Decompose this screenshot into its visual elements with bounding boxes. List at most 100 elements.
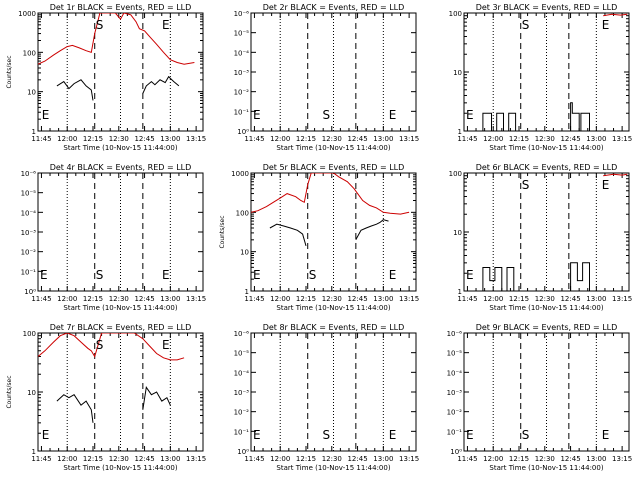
y-tick-label: 10⁻¹ bbox=[447, 428, 463, 436]
x-tick-label: 13:00 bbox=[160, 455, 180, 463]
series-line-1 bbox=[603, 173, 628, 177]
y-tick-label: 10⁻³ bbox=[234, 389, 250, 397]
y-tick-label: 10⁻² bbox=[447, 409, 463, 417]
marker-e-start: E bbox=[253, 108, 261, 122]
x-tick-label: 12:30 bbox=[109, 295, 129, 303]
marker-e-start: E bbox=[466, 428, 474, 442]
panel-title: Det 8r BLACK = Events, RED = LLD bbox=[263, 323, 405, 332]
y-tick-label: 10 bbox=[27, 389, 36, 397]
y-tick-label: 10⁻² bbox=[234, 409, 250, 417]
x-tick-label: 12:15 bbox=[83, 295, 103, 303]
panel-det-8: Det 8r BLACK = Events, RED = LLD 10⁰ 10⁻¹ 1… bbox=[234, 323, 420, 472]
y-tick-label: 10⁻² bbox=[21, 249, 37, 257]
x-tick-label: 12:45 bbox=[134, 135, 154, 143]
x-tick-label: 12:00 bbox=[57, 455, 77, 463]
y-tick-label: 10⁰ bbox=[24, 288, 36, 296]
x-tick-label: 12:00 bbox=[270, 135, 290, 143]
x-tick-label: 12:00 bbox=[483, 455, 503, 463]
marker-s: S bbox=[522, 18, 530, 32]
panel-title: Det 7r BLACK = Events, RED = LLD bbox=[50, 323, 192, 332]
x-axis-label: Start Time (10-Nov-15 11:44:00) bbox=[63, 144, 177, 152]
series-line-0 bbox=[482, 102, 590, 131]
y-tick-label: 10⁻¹ bbox=[234, 428, 250, 436]
series-line-2 bbox=[142, 75, 180, 94]
marker-e-end: E bbox=[162, 338, 170, 352]
panel-title: Det 1r BLACK = Events, RED = LLD bbox=[50, 3, 192, 12]
series-line-1 bbox=[251, 173, 410, 215]
x-tick-label: 12:30 bbox=[109, 135, 129, 143]
x-tick-label: 12:00 bbox=[483, 295, 503, 303]
y-tick-label: 10⁻⁴ bbox=[234, 369, 250, 377]
series-line-0 bbox=[56, 79, 94, 101]
x-tick-label: 12:00 bbox=[57, 135, 77, 143]
x-tick-label: 12:00 bbox=[57, 295, 77, 303]
x-axis-label: Start Time (10-Nov-15 11:44:00) bbox=[276, 464, 390, 472]
x-tick-label: 12:45 bbox=[347, 295, 367, 303]
x-tick-label: 13:15 bbox=[399, 135, 419, 143]
panel-det-1: Det 1r BLACK = Events, RED = LLD 1 10 100 10… bbox=[6, 3, 206, 152]
y-tick-label: 10 bbox=[453, 69, 462, 77]
x-tick-label: 12:15 bbox=[296, 295, 316, 303]
panel-title: Det 2r BLACK = Events, RED = LLD bbox=[263, 3, 405, 12]
x-tick-label: 12:30 bbox=[535, 135, 555, 143]
y-tick-label: 10⁻⁶ bbox=[234, 330, 250, 338]
x-tick-label: 12:45 bbox=[134, 295, 154, 303]
marker-e-end: E bbox=[602, 428, 610, 442]
panel-title: Det 5r BLACK = Events, RED = LLD bbox=[263, 163, 405, 172]
series-line-1 bbox=[603, 13, 628, 17]
y-tick-label: 10 bbox=[453, 229, 462, 237]
plot-frame bbox=[37, 12, 204, 132]
panel-det-3: Det 3r BLACK = Events, RED = LLD 1 10 100 11… bbox=[449, 3, 633, 152]
x-tick-label: 12:45 bbox=[347, 455, 367, 463]
series-line-0 bbox=[269, 223, 307, 247]
y-tick-label: 10⁻¹ bbox=[234, 108, 250, 116]
panel-title: Det 6r BLACK = Events, RED = LLD bbox=[476, 163, 618, 172]
x-tick-label: 12:30 bbox=[535, 455, 555, 463]
panel-det-4: Det 4r BLACK = Events, RED = LLD 10⁰ 10⁻¹ 1… bbox=[21, 163, 207, 312]
x-tick-label: 12:00 bbox=[270, 295, 290, 303]
x-tick-label: 11:45 bbox=[457, 295, 477, 303]
y-axis-label: Counts/sec bbox=[219, 215, 226, 248]
x-tick-label: 12:30 bbox=[322, 295, 342, 303]
marker-e-start: E bbox=[466, 108, 474, 122]
x-tick-label: 12:15 bbox=[296, 455, 316, 463]
x-tick-label: 12:30 bbox=[322, 135, 342, 143]
x-axis-label: Start Time (10-Nov-15 11:44:00) bbox=[63, 464, 177, 472]
y-tick-label: 10⁻¹ bbox=[21, 268, 37, 276]
x-tick-label: 12:15 bbox=[83, 135, 103, 143]
y-tick-label: 10⁻⁶ bbox=[234, 10, 250, 18]
y-tick-label: 100 bbox=[23, 49, 36, 57]
y-tick-label: 10⁻⁶ bbox=[447, 330, 463, 338]
series-line-2 bbox=[142, 385, 171, 410]
x-axis-label: Start Time (10-Nov-15 11:44:00) bbox=[276, 144, 390, 152]
x-tick-label: 11:45 bbox=[31, 455, 51, 463]
y-tick-label: 10⁻⁶ bbox=[21, 170, 37, 178]
x-axis-label: Start Time (10-Nov-15 11:44:00) bbox=[276, 304, 390, 312]
x-tick-label: 13:00 bbox=[373, 295, 393, 303]
series-line-0 bbox=[482, 262, 590, 291]
marker-e-start: E bbox=[42, 428, 50, 442]
panel-title: Det 3r BLACK = Events, RED = LLD bbox=[476, 3, 618, 12]
y-tick-label: 1 bbox=[458, 128, 462, 136]
y-tick-label: 1 bbox=[458, 288, 462, 296]
x-tick-label: 12:45 bbox=[347, 135, 367, 143]
x-tick-label: 12:15 bbox=[83, 455, 103, 463]
y-tick-label: 10 bbox=[240, 249, 249, 257]
panel-det-7: Det 7r BLACK = Events, RED = LLD 1 10 100 Co… bbox=[6, 323, 206, 472]
marker-s: S bbox=[522, 178, 530, 192]
y-tick-label: 10⁻² bbox=[234, 89, 250, 97]
x-tick-label: 13:00 bbox=[373, 135, 393, 143]
x-tick-label: 11:45 bbox=[457, 455, 477, 463]
series-line-1 bbox=[38, 13, 195, 65]
y-tick-label: 10⁻³ bbox=[447, 389, 463, 397]
y-tick-label: 10⁻³ bbox=[21, 229, 37, 237]
series-line-1 bbox=[38, 333, 185, 361]
y-tick-label: 10⁻⁵ bbox=[447, 350, 463, 358]
series-line-0 bbox=[56, 394, 94, 423]
marker-e-start: E bbox=[466, 268, 474, 282]
x-tick-label: 12:30 bbox=[322, 455, 342, 463]
x-tick-label: 12:30 bbox=[535, 295, 555, 303]
x-tick-label: 11:45 bbox=[244, 455, 264, 463]
